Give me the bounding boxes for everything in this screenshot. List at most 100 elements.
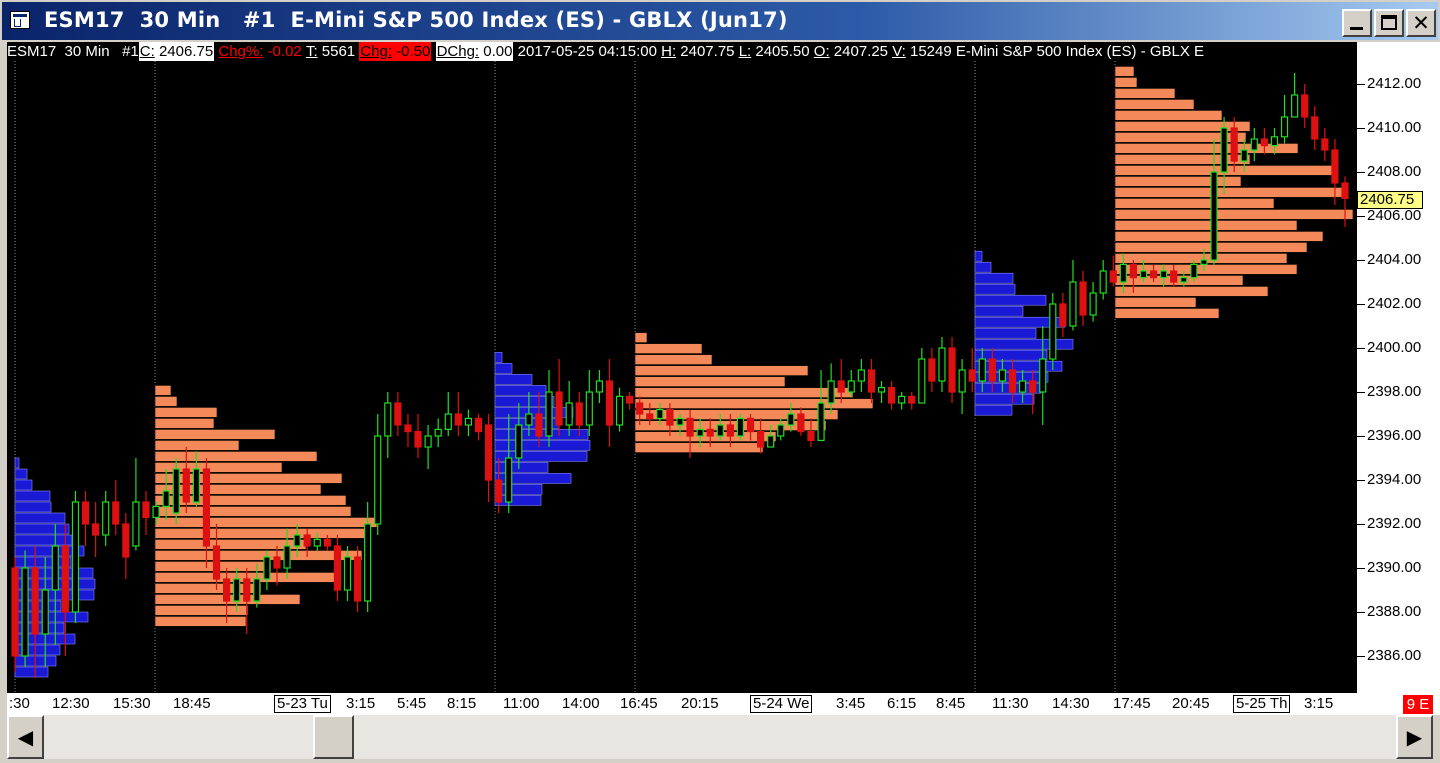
maximize-icon xyxy=(1381,15,1397,30)
price-label: 2410.00 xyxy=(1367,119,1422,136)
profile-row xyxy=(154,385,172,396)
profile-row xyxy=(154,396,178,407)
profile-row xyxy=(1114,297,1197,308)
candle-body xyxy=(827,380,835,404)
price-tick xyxy=(1357,260,1365,261)
profile-row xyxy=(154,418,215,429)
candle-body xyxy=(102,501,110,536)
candle-body xyxy=(837,380,845,393)
time-label: 3:15 xyxy=(346,695,376,712)
candle-body xyxy=(61,545,69,613)
window-title: ESM17 30 Min #1 E-Mini S&P 500 Index (ES… xyxy=(44,8,788,32)
candle-body xyxy=(595,380,603,393)
last-price-marker: 2406.75 xyxy=(1357,191,1423,209)
candle-body xyxy=(807,431,815,442)
bar-datetime: 2017-05-25 04:15:00 xyxy=(517,43,657,60)
app-icon[interactable] xyxy=(10,11,30,29)
scroll-left-button[interactable]: ◀ xyxy=(7,715,44,759)
profile-row xyxy=(974,393,1035,405)
price-chart[interactable] xyxy=(7,42,1356,693)
scroll-thumb[interactable] xyxy=(313,715,354,759)
profile-row xyxy=(14,468,28,480)
candle-body xyxy=(374,435,382,525)
profile-row xyxy=(14,512,66,524)
candle-body xyxy=(414,431,422,448)
candle-body xyxy=(1341,182,1349,199)
chart-area[interactable] xyxy=(7,42,1356,693)
candle-body xyxy=(535,413,543,437)
profile-row xyxy=(1114,132,1247,143)
candle-body xyxy=(81,501,90,525)
horizontal-scrollbar[interactable]: ◀ ▶ xyxy=(7,715,1433,759)
time-label: 5:45 xyxy=(397,695,427,712)
time-label: 8:15 xyxy=(447,695,477,712)
price-scale[interactable]: 2412.00 2410.00 2408.00 2406.00 2404.00 2402.… xyxy=(1356,42,1440,693)
profile-row xyxy=(14,534,73,546)
profile-row xyxy=(634,365,809,376)
interval-label: 30 Min xyxy=(64,43,110,60)
price-label: 2408.00 xyxy=(1367,163,1422,180)
profile-row xyxy=(154,495,347,506)
time-label: 20:15 xyxy=(681,695,719,712)
candle-body xyxy=(626,395,634,404)
candle-body xyxy=(202,468,211,547)
scroll-right-arrow-icon: ▶ xyxy=(1406,725,1423,749)
maximize-button[interactable] xyxy=(1374,9,1404,37)
info-bar: ESM17 30 Min #1C: 2406.75 Chg%: -0.02 T:… xyxy=(7,42,1356,61)
candle-body xyxy=(565,402,573,426)
price-tick xyxy=(1357,392,1365,393)
profile-row xyxy=(1114,286,1269,297)
candle-body xyxy=(676,417,684,426)
candle-body xyxy=(958,369,966,393)
profile-row xyxy=(1114,308,1220,319)
candle-body xyxy=(454,413,462,426)
candle-body xyxy=(1069,281,1077,327)
candle-body xyxy=(222,578,231,602)
candle-body xyxy=(1049,303,1057,360)
profile-row xyxy=(634,442,764,453)
candle-body xyxy=(263,556,271,580)
price-label: 2404.00 xyxy=(1367,251,1422,268)
profile-row xyxy=(1114,198,1275,209)
candle-body xyxy=(988,358,996,382)
profile-row xyxy=(634,398,874,409)
candle-body xyxy=(1250,138,1258,151)
candle-body xyxy=(1170,270,1178,283)
candle-body xyxy=(1039,358,1047,393)
price-label: 2394.00 xyxy=(1367,471,1422,488)
time-label: 20:45 xyxy=(1172,695,1210,712)
candle-body xyxy=(243,578,251,602)
profile-row xyxy=(974,305,1024,317)
time-label: 17:45 xyxy=(1113,695,1151,712)
candle-body xyxy=(605,380,614,426)
profile-row xyxy=(154,605,249,616)
candle-body xyxy=(353,556,362,602)
candle-body xyxy=(1129,263,1138,279)
close-button[interactable]: ✕ xyxy=(1406,9,1436,37)
candle-body xyxy=(162,490,170,507)
price-label: 2392.00 xyxy=(1367,515,1422,532)
scroll-right-button[interactable]: ▶ xyxy=(1396,715,1433,759)
profile-row xyxy=(1114,154,1251,165)
candle-body xyxy=(978,358,986,382)
profile-row xyxy=(154,407,218,418)
title-bar[interactable]: ESM17 30 Min #1 E-Mini S&P 500 Index (ES… xyxy=(2,2,1438,40)
profile-row xyxy=(494,484,543,495)
candle-body xyxy=(1260,138,1268,147)
candle-body xyxy=(152,505,160,518)
profile-row xyxy=(634,343,703,354)
candle-body xyxy=(31,567,39,635)
profile-row xyxy=(974,272,1014,284)
profile-row xyxy=(1114,88,1176,99)
candle-body xyxy=(646,413,654,420)
candle-body xyxy=(515,424,523,459)
profile-row xyxy=(154,517,378,528)
profile-row xyxy=(494,385,547,396)
candle-body xyxy=(948,347,956,393)
time-scale[interactable]: :30 12:30 15:30 18:45 5-23 Tu 3:15 5:45 8:15 11:… xyxy=(7,693,1356,715)
profile-row xyxy=(154,528,366,539)
day-change-field: DChg: 0.00 xyxy=(435,42,514,61)
candle-body xyxy=(172,468,180,514)
bars-badge: 9 E xyxy=(1403,695,1433,714)
minimize-button[interactable] xyxy=(1342,9,1372,37)
